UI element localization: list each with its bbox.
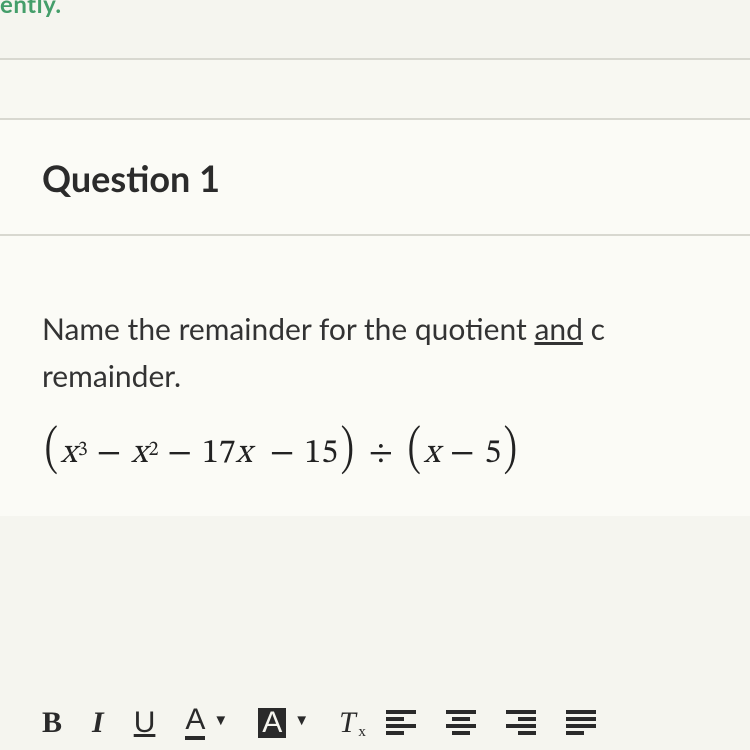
left-paren-icon: ( <box>45 436 58 467</box>
math-term: x <box>236 433 252 476</box>
prompt-text-suffix-cut: c <box>583 311 605 347</box>
clear-formatting-button[interactable]: T x <box>339 708 356 738</box>
underline-button[interactable]: U <box>134 708 156 738</box>
prompt-text-underlined: and <box>534 311 582 347</box>
math-term: x <box>61 433 77 476</box>
math-term: x <box>424 433 440 476</box>
prompt-text-line2: remainder. <box>42 358 181 394</box>
clear-format-t-icon: T <box>339 708 356 738</box>
align-justify-icon <box>566 710 596 736</box>
italic-button[interactable]: I <box>92 708 104 738</box>
math-term: x <box>131 433 147 476</box>
left-paren-icon: ( <box>408 436 421 467</box>
minus-op: − <box>262 433 294 476</box>
bg-color-button[interactable]: A ▼ <box>258 708 309 738</box>
spacer-band <box>0 58 750 120</box>
text-color-a-icon: A <box>185 705 205 740</box>
align-right-button[interactable] <box>506 710 536 736</box>
question-header: Question 1 <box>0 120 750 236</box>
prompt-text-prefix: Name the remainder for the quotient <box>42 311 534 347</box>
math-term: 5 <box>485 433 502 476</box>
bold-button[interactable]: B <box>42 708 62 738</box>
align-justify-button[interactable] <box>566 710 596 736</box>
align-center-icon <box>446 710 476 736</box>
question-title: Question 1 <box>42 156 708 200</box>
text-color-button[interactable]: A ▼ <box>185 705 228 740</box>
minus-op: − <box>97 433 121 476</box>
align-center-button[interactable] <box>446 710 476 736</box>
chevron-down-icon: ▼ <box>294 713 309 728</box>
bg-color-a-icon: A <box>258 708 286 738</box>
editor-toolbar: B I U A ▼ A ▼ T x <box>42 705 750 740</box>
math-term: 17 <box>202 433 236 476</box>
question-body: Name the remainder for the quotient and … <box>0 236 750 516</box>
question-card: Question 1 Name the remainder for the qu… <box>0 120 750 516</box>
math-exponent: 2 <box>149 438 159 463</box>
minus-op: − <box>450 433 474 476</box>
minus-op: − <box>167 433 191 476</box>
math-expression: (x3−x2−17x −15)÷(x−5) <box>42 433 708 476</box>
right-paren-icon: ) <box>341 436 354 467</box>
question-prompt: Name the remainder for the quotient and … <box>42 306 708 399</box>
partial-cutoff-text: ently. <box>0 0 62 19</box>
align-left-icon <box>386 710 416 736</box>
align-right-icon <box>506 710 536 736</box>
clear-format-x-icon: x <box>358 725 366 740</box>
divide-op: ÷ <box>369 433 393 476</box>
chevron-down-icon: ▼ <box>213 713 228 728</box>
right-paren-icon: ) <box>504 436 517 467</box>
math-term: 15 <box>304 433 338 476</box>
align-left-button[interactable] <box>386 710 416 736</box>
math-exponent: 3 <box>78 438 88 463</box>
